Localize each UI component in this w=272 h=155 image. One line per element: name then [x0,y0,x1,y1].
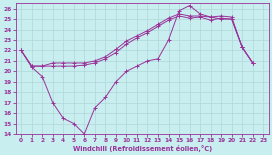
X-axis label: Windchill (Refroidissement éolien,°C): Windchill (Refroidissement éolien,°C) [73,144,212,152]
